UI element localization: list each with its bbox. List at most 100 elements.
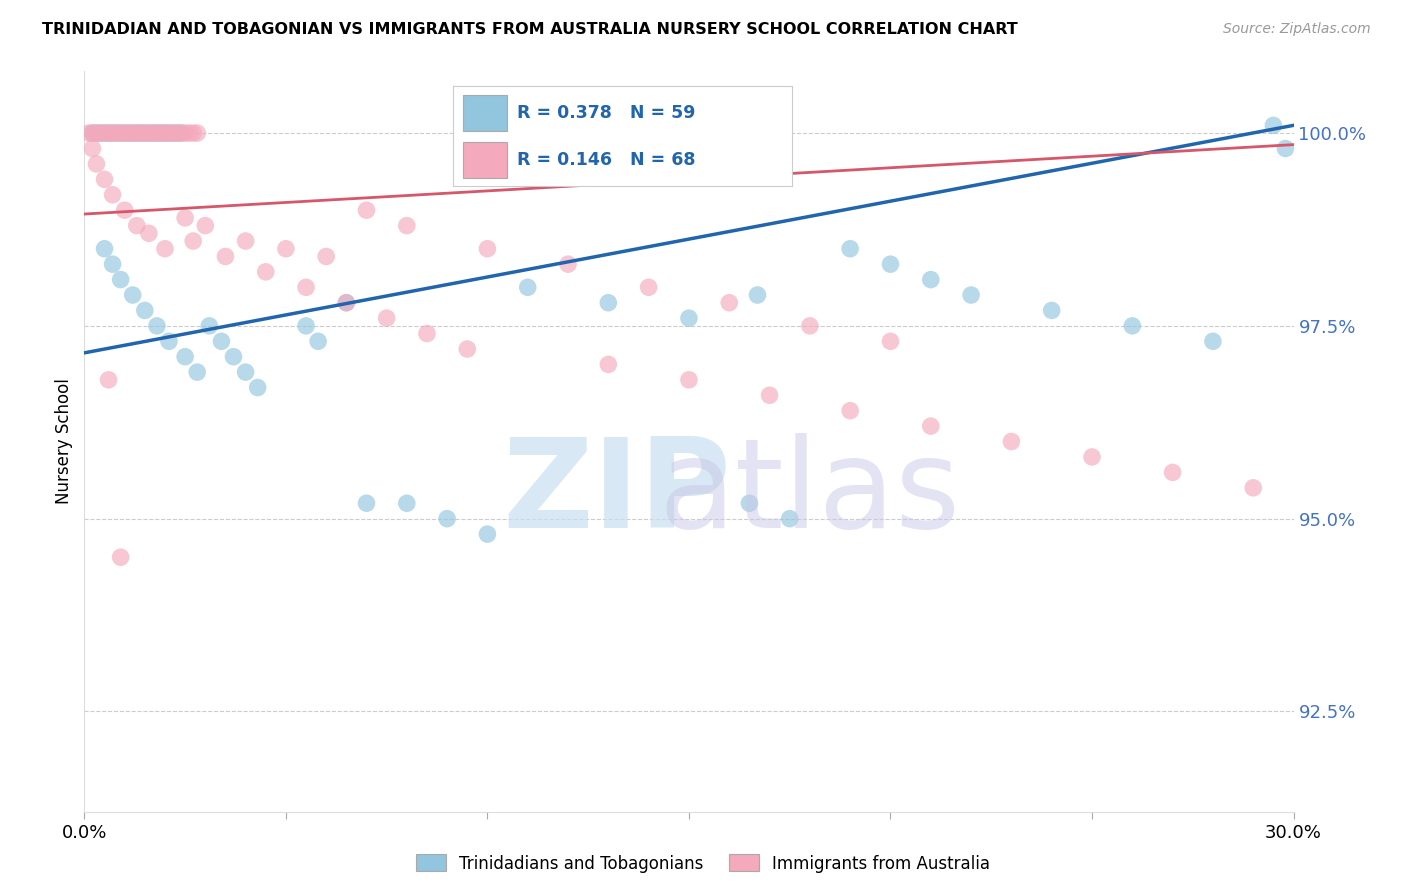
Point: [138, 126, 160, 140]
Point: [101, 126, 124, 140]
Text: TRINIDADIAN AND TOBAGONIAN VS IMMIGRANTS FROM AUSTRALIA NURSERY SCHOOL CORRELATI: TRINIDADIAN AND TOBAGONIAN VS IMMIGRANTS…: [42, 22, 1018, 37]
Point: [1263, 119, 1285, 133]
Point: [134, 303, 156, 318]
Point: [105, 126, 128, 140]
Point: [121, 126, 143, 140]
Point: [637, 280, 659, 294]
Point: [516, 280, 538, 294]
Point: [186, 126, 208, 140]
Point: [456, 342, 478, 356]
Point: [315, 250, 337, 264]
Point: [839, 242, 862, 256]
Point: [960, 288, 983, 302]
Point: [920, 272, 942, 286]
Point: [138, 126, 160, 140]
Point: [186, 365, 208, 379]
Point: [134, 126, 156, 140]
Point: [295, 318, 318, 333]
Point: [97, 126, 120, 140]
Point: [174, 126, 197, 140]
Point: [718, 295, 741, 310]
Point: [105, 126, 128, 140]
Point: [879, 257, 901, 271]
Point: [477, 242, 499, 256]
Point: [1274, 141, 1296, 155]
Point: [82, 126, 104, 140]
Point: [246, 380, 269, 394]
Point: [138, 227, 160, 241]
Point: [747, 288, 769, 302]
Point: [214, 250, 236, 264]
Point: [118, 126, 141, 140]
Point: [110, 126, 132, 140]
Point: [598, 358, 620, 372]
Point: [118, 126, 141, 140]
Point: [146, 318, 169, 333]
Point: [235, 365, 257, 379]
Point: [89, 126, 111, 140]
Point: [1202, 334, 1225, 349]
Point: [82, 126, 104, 140]
Point: [799, 318, 821, 333]
Point: [86, 126, 108, 140]
Point: [356, 203, 378, 218]
Point: [335, 295, 357, 310]
Point: [1000, 434, 1022, 449]
Point: [162, 126, 184, 140]
Point: [101, 187, 124, 202]
Point: [114, 203, 136, 218]
Point: [162, 126, 184, 140]
Point: [436, 511, 458, 525]
Point: [114, 126, 136, 140]
Point: [274, 242, 297, 256]
Point: [157, 334, 180, 349]
Point: [86, 126, 108, 140]
Point: [235, 234, 257, 248]
Point: [129, 126, 152, 140]
Point: [93, 242, 115, 256]
Point: [222, 350, 245, 364]
Point: [179, 126, 201, 140]
Point: [477, 527, 499, 541]
Text: Source: ZipAtlas.com: Source: ZipAtlas.com: [1223, 22, 1371, 37]
Point: [125, 126, 148, 140]
Point: [779, 511, 801, 525]
Point: [149, 126, 172, 140]
Point: [557, 257, 579, 271]
Point: [142, 126, 165, 140]
Point: [254, 265, 277, 279]
Point: [101, 126, 124, 140]
Point: [416, 326, 439, 341]
Point: [295, 280, 318, 294]
Point: [110, 550, 132, 565]
Y-axis label: Nursery School: Nursery School: [55, 378, 73, 505]
Point: [149, 126, 172, 140]
Point: [1081, 450, 1104, 464]
Point: [194, 219, 217, 233]
Point: [121, 126, 143, 140]
Point: [395, 219, 418, 233]
Point: [920, 419, 942, 434]
Point: [1161, 466, 1184, 480]
Point: [110, 126, 132, 140]
Legend: Trinidadians and Tobagonians, Immigrants from Australia: Trinidadians and Tobagonians, Immigrants…: [409, 847, 997, 880]
Point: [879, 334, 901, 349]
Point: [375, 311, 398, 326]
Point: [97, 373, 120, 387]
Text: ZIP: ZIP: [502, 433, 731, 554]
Point: [335, 295, 357, 310]
Point: [356, 496, 378, 510]
Point: [110, 272, 132, 286]
Point: [82, 141, 104, 155]
Point: [134, 126, 156, 140]
Point: [1121, 318, 1143, 333]
Point: [153, 126, 176, 140]
Point: [93, 126, 115, 140]
Point: [142, 126, 165, 140]
Point: [839, 403, 862, 417]
Point: [181, 234, 204, 248]
Point: [146, 126, 169, 140]
Point: [89, 126, 111, 140]
Point: [1241, 481, 1264, 495]
Point: [93, 172, 115, 186]
